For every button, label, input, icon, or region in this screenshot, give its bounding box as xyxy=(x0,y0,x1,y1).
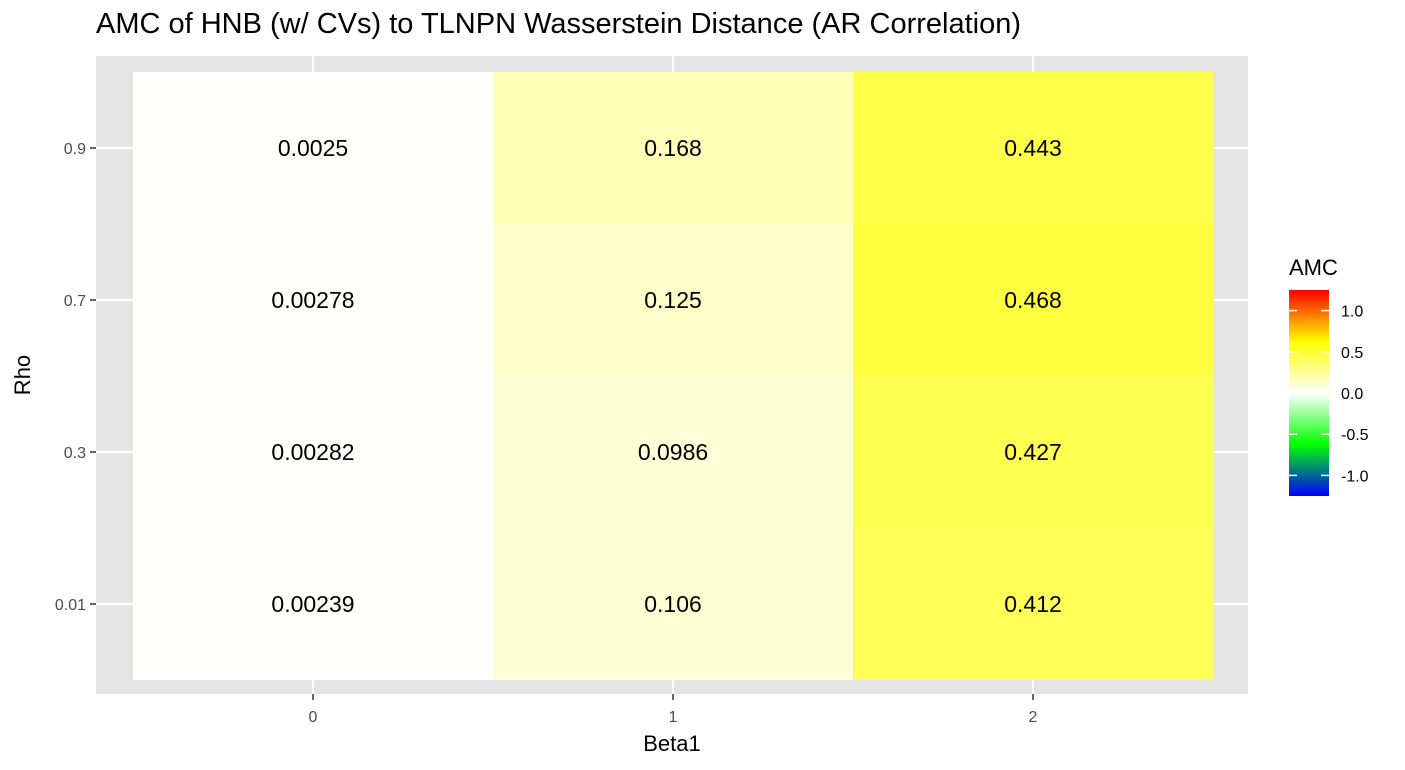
cell-value-label: 0.468 xyxy=(1004,287,1062,313)
chart-title: AMC of HNB (w/ CVs) to TLNPN Wasserstein… xyxy=(96,8,1021,40)
cell-value-label: 0.443 xyxy=(1004,135,1062,161)
cell-value-label: 0.0025 xyxy=(278,135,348,161)
heatmap-cell xyxy=(493,72,853,224)
heatmap-cell xyxy=(133,224,493,376)
heatmap-cell xyxy=(133,528,493,680)
heatmap-cells xyxy=(133,72,1213,680)
x-axis: 0 1 2 xyxy=(309,694,1038,726)
heatmap-cell xyxy=(853,376,1213,528)
heatmap-cell xyxy=(853,528,1213,680)
legend-ticks: 1.0 0.5 0.0 -0.5 -1.0 xyxy=(1289,304,1369,485)
legend-tick-label: 1.0 xyxy=(1341,304,1363,321)
color-legend: AMC 1.0 0.5 0.0 -0.5 -1.0 xyxy=(1289,255,1369,496)
x-tick-label: 0 xyxy=(309,709,318,726)
x-axis-title: Beta1 xyxy=(643,731,701,756)
legend-tick-label: -0.5 xyxy=(1341,427,1369,444)
cell-value-label: 0.00278 xyxy=(271,287,354,313)
heatmap-cell xyxy=(493,528,853,680)
y-axis: 0.01 0.3 0.7 0.9 xyxy=(55,141,96,614)
y-tick-label: 0.7 xyxy=(64,293,86,310)
legend-tick-label: 0.5 xyxy=(1341,345,1363,362)
heatmap-cell xyxy=(853,72,1213,224)
cell-value-label: 0.168 xyxy=(644,135,702,161)
x-tick-label: 2 xyxy=(1029,709,1038,726)
x-tick-label: 1 xyxy=(669,709,678,726)
heatmap-cell xyxy=(853,224,1213,376)
cell-value-label: 0.0986 xyxy=(638,439,708,465)
y-tick-label: 0.01 xyxy=(55,597,86,614)
y-axis-title: Rho xyxy=(10,355,35,395)
heatmap-cell xyxy=(133,72,493,224)
cell-value-label: 0.427 xyxy=(1004,439,1062,465)
legend-title: AMC xyxy=(1289,255,1338,280)
cell-value-label: 0.00282 xyxy=(271,439,354,465)
heatmap-cell xyxy=(493,376,853,528)
cell-value-label: 0.106 xyxy=(644,591,702,617)
legend-tick-label: -1.0 xyxy=(1341,468,1369,485)
heatmap-cell xyxy=(493,224,853,376)
y-tick-label: 0.3 xyxy=(64,445,86,462)
cell-value-label: 0.412 xyxy=(1004,591,1062,617)
legend-tick-label: 0.0 xyxy=(1341,386,1363,403)
cell-value-label: 0.125 xyxy=(644,287,702,313)
cell-value-label: 0.00239 xyxy=(271,591,354,617)
y-tick-label: 0.9 xyxy=(64,141,86,158)
heatmap-cell xyxy=(133,376,493,528)
cell-labels: 0.0025 0.168 0.443 0.00278 0.125 0.468 0.00282… xyxy=(271,135,1061,617)
